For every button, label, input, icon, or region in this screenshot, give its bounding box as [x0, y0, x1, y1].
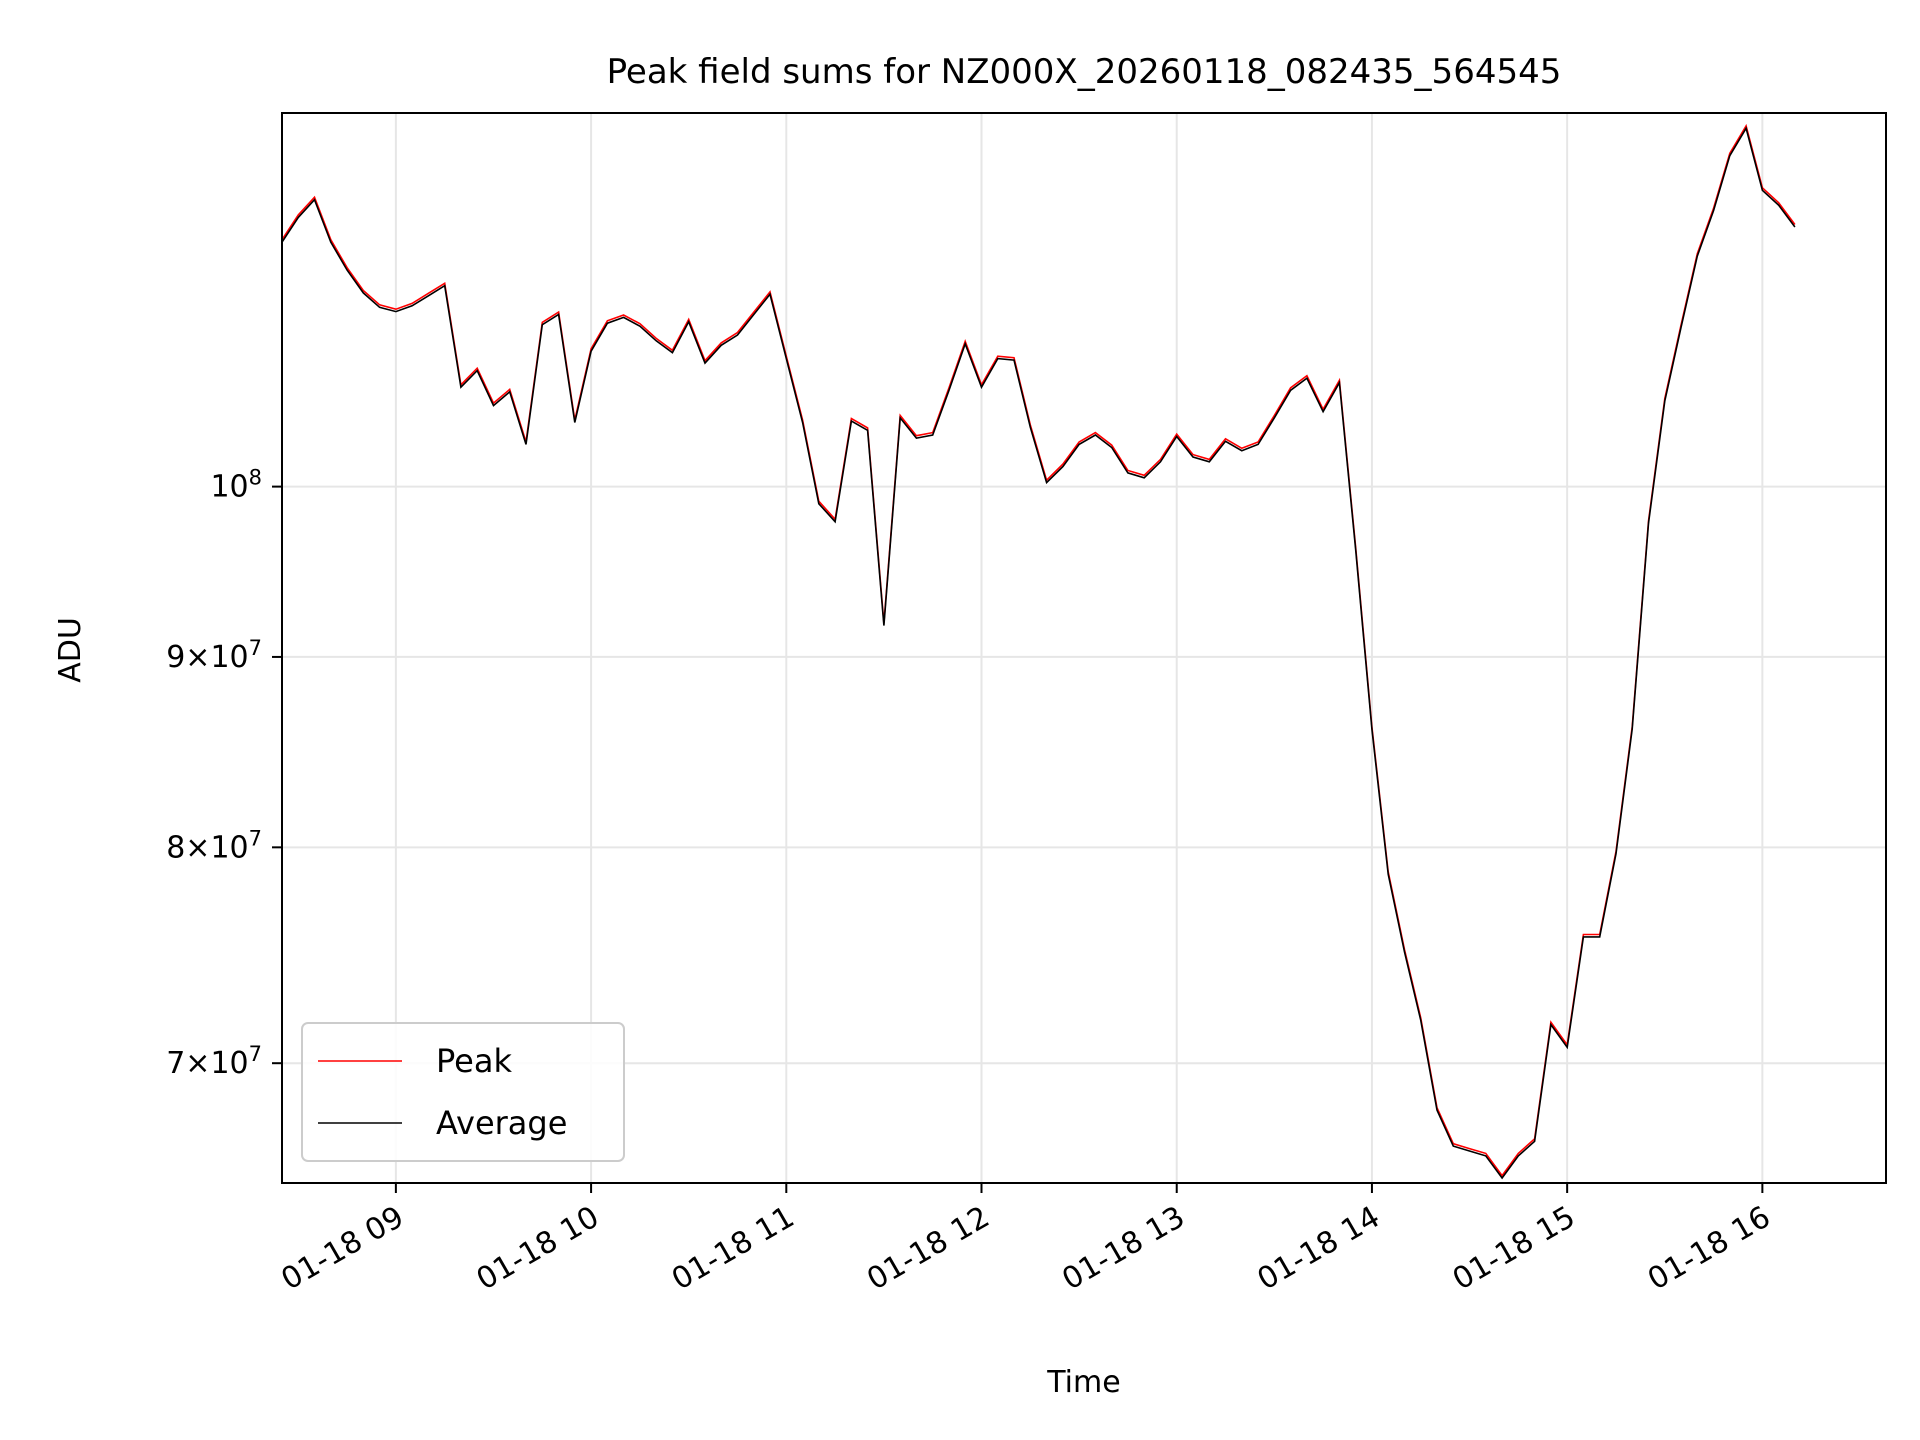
y-tick-label: 7×107	[166, 1042, 262, 1081]
y-axis-ticks: 7×107 8×107 9×107 108	[166, 466, 282, 1081]
legend: Peak Average	[301, 1022, 625, 1162]
y-tick-label: 9×107	[166, 636, 262, 675]
y-axis-label: ADU	[53, 617, 88, 683]
chart-title: Peak field sums for NZ000X_20260118_0824…	[607, 52, 1562, 92]
x-axis-label: Time	[1046, 1365, 1120, 1400]
legend-box	[301, 1022, 625, 1162]
series-layer	[282, 123, 1796, 1180]
axes-frame	[281, 112, 1887, 1184]
legend-label-average: Average	[436, 1104, 567, 1142]
y-tick-label: 108	[210, 466, 262, 505]
y-tick-label: 8×107	[166, 826, 262, 865]
series-line-average	[282, 126, 1796, 1180]
x-gridlines	[394, 113, 1764, 1183]
legend-label-peak: Peak	[436, 1042, 512, 1080]
